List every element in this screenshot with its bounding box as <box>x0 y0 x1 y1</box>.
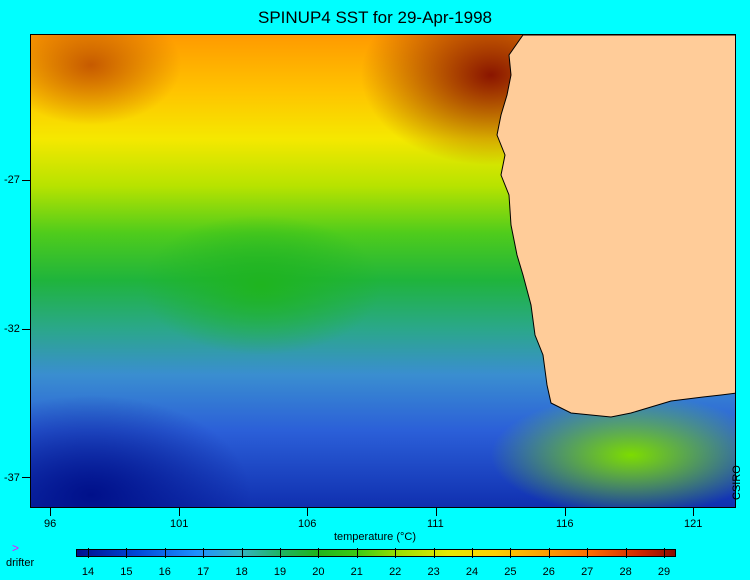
map-title: SPINUP4 SST for 29-Apr-1998 <box>257 8 492 27</box>
x-tick <box>179 508 180 516</box>
drifter-marker-icon: > <box>12 541 20 555</box>
colorbar-tick <box>433 548 435 558</box>
y-tick <box>22 180 30 181</box>
colorbar-tick <box>241 548 243 558</box>
x-tick-label: 106 <box>298 518 317 530</box>
colorbar-tick-label: 17 <box>197 566 210 578</box>
colorbar-tick <box>472 548 473 558</box>
colorbar-tick <box>395 548 397 558</box>
colorbar-ticks <box>76 548 676 558</box>
colorbar-tick <box>548 548 550 558</box>
colorbar-tick-label: 20 <box>312 566 325 578</box>
x-tick-label: 116 <box>556 518 574 530</box>
colorbar-tick <box>203 548 205 558</box>
x-tick <box>436 508 437 516</box>
x-tick <box>565 508 566 516</box>
colorbar <box>76 549 676 557</box>
colorbar-tick <box>280 548 281 558</box>
y-tick <box>22 477 30 478</box>
colorbar-tick-label: 25 <box>504 566 517 578</box>
x-tick-label: 101 <box>170 518 189 530</box>
y-tick <box>22 329 30 330</box>
colorbar-tick-label: 19 <box>273 566 287 578</box>
colorbar-tick <box>625 548 627 558</box>
colorbar-title: temperature (°C) <box>333 531 417 543</box>
colorbar-tick <box>126 548 128 558</box>
colorbar-tick-label: 14 <box>81 566 95 578</box>
y-tick-label: -37 <box>4 472 20 484</box>
x-tick <box>307 508 308 516</box>
colorbar-tick-label: 27 <box>581 566 594 578</box>
credit-label: CSIRO <box>731 465 743 500</box>
colorbar-tick-label: 16 <box>158 566 171 578</box>
colorbar-tick <box>356 548 358 558</box>
australia-landmass <box>496 35 735 418</box>
coastline-land <box>496 35 735 418</box>
colorbar-tick-label: 18 <box>235 566 248 578</box>
colorbar-tick-label: 21 <box>350 566 363 578</box>
sst-map <box>30 34 736 508</box>
colorbar-tick <box>587 548 589 558</box>
x-tick-label: 121 <box>684 518 703 530</box>
colorbar-tick-label: 28 <box>619 566 632 578</box>
x-tick-label: 96 <box>44 518 57 530</box>
x-tick-label: 111 <box>427 518 444 530</box>
x-tick <box>693 508 694 516</box>
y-tick-label: -27 <box>4 174 20 186</box>
colorbar-tick <box>164 548 166 558</box>
colorbar-tick-label: 22 <box>389 566 402 578</box>
colorbar-tick-label: 29 <box>657 566 671 578</box>
colorbar-tick-label: 23 <box>427 566 440 578</box>
colorbar-tick-label: 26 <box>542 566 555 578</box>
colorbar-tick <box>88 548 89 558</box>
colorbar-tick-label: 24 <box>465 566 479 578</box>
colorbar-tick <box>510 548 512 558</box>
colorbar-tick <box>664 548 665 558</box>
colorbar-tick-label: 15 <box>120 566 133 578</box>
colorbar-tick <box>318 548 320 558</box>
y-tick-label: -32 <box>4 323 20 335</box>
x-tick <box>50 508 51 516</box>
drifter-legend-label: drifter <box>6 557 35 569</box>
